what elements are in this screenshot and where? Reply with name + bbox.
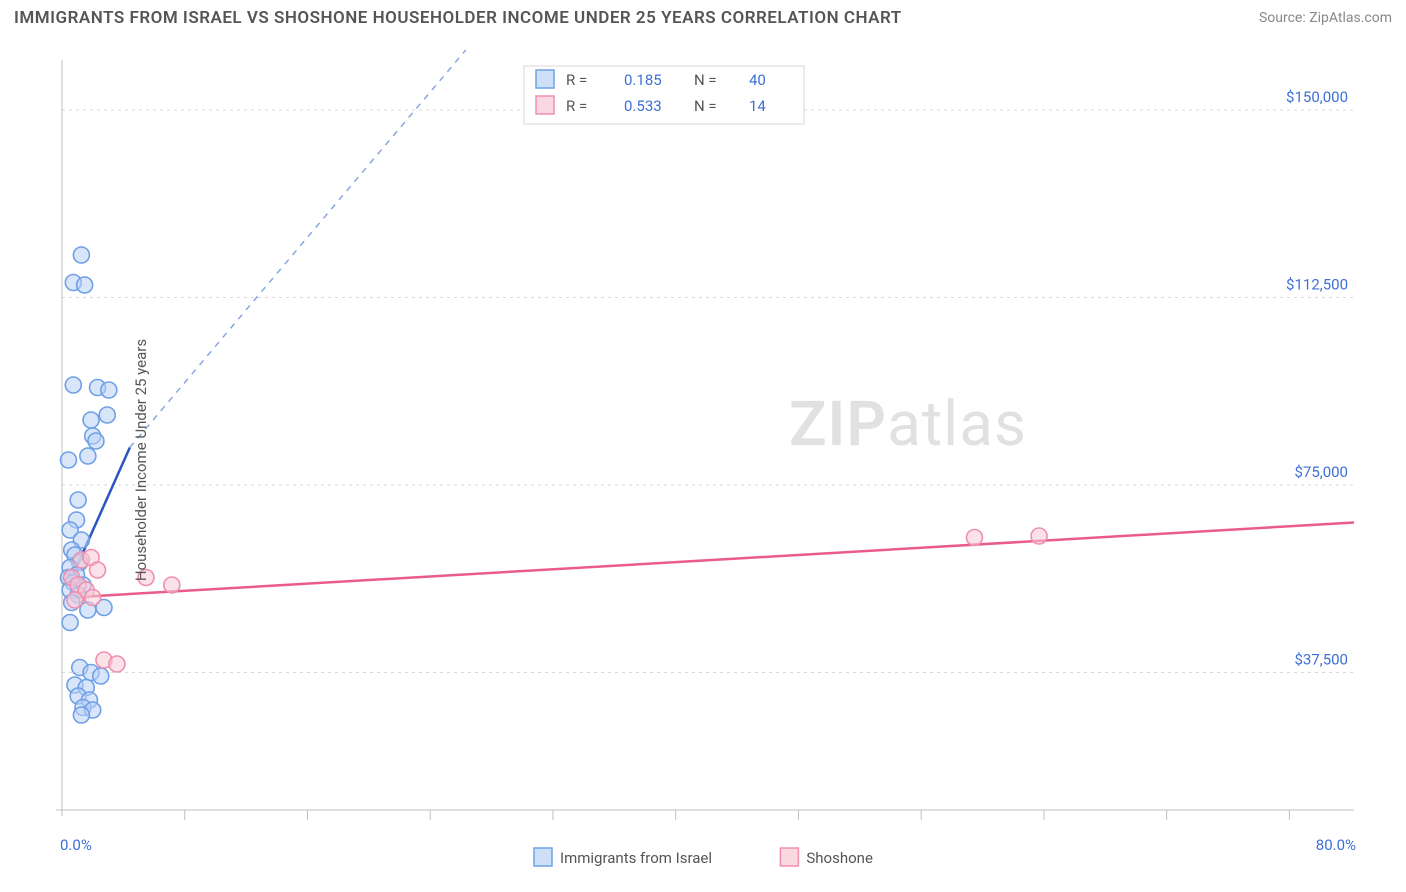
legend-label: Shoshone [806,849,873,867]
y-tick-label: $37,500 [1294,651,1348,669]
chart-title: IMMIGRANTS FROM ISRAEL VS SHOSHONE HOUSE… [14,8,902,28]
data-point [164,577,180,593]
legend-label: Immigrants from Israel [560,849,712,867]
data-point [65,377,81,393]
y-axis-label: Householder Income Under 25 years [132,339,150,581]
svg-text:0.185: 0.185 [624,71,662,89]
data-point [101,382,117,398]
svg-text:R =: R = [566,71,587,89]
source-label: Source: ZipAtlas.com [1259,10,1392,26]
data-point [90,562,106,578]
svg-text:14: 14 [749,97,766,115]
svg-text:N =: N = [694,71,717,89]
data-point [70,492,86,508]
data-point [73,247,89,263]
y-tick-label: $112,500 [1286,276,1348,294]
data-point [85,590,101,606]
y-tick-label: $75,000 [1294,463,1348,481]
data-point [60,452,76,468]
svg-text:0.533: 0.533 [624,97,662,115]
data-point [77,277,93,293]
data-point [966,530,982,546]
svg-text:40: 40 [749,71,766,89]
x-tick-label: 80.0% [1316,836,1356,854]
x-tick-label: 0.0% [60,836,92,854]
data-point [73,707,89,723]
data-point [93,668,109,684]
legend-swatch [780,848,798,866]
data-point [67,592,83,608]
data-point [80,448,96,464]
data-point [62,615,78,631]
y-tick-label: $150,000 [1286,88,1348,106]
watermark: ZIPatlas [789,388,1027,461]
data-point [99,407,115,423]
legend-swatch [534,848,552,866]
data-point [1031,528,1047,544]
data-point [109,656,125,672]
svg-text:N =: N = [694,97,717,115]
chart-container: Householder Income Under 25 years $37,50… [14,42,1392,878]
correlation-chart: $37,500 $75,000 $112,500 $150,000 0.0% 80.0% Z… [14,42,1392,878]
svg-text:R =: R = [566,97,587,115]
data-point [88,433,104,449]
data-point [83,412,99,428]
